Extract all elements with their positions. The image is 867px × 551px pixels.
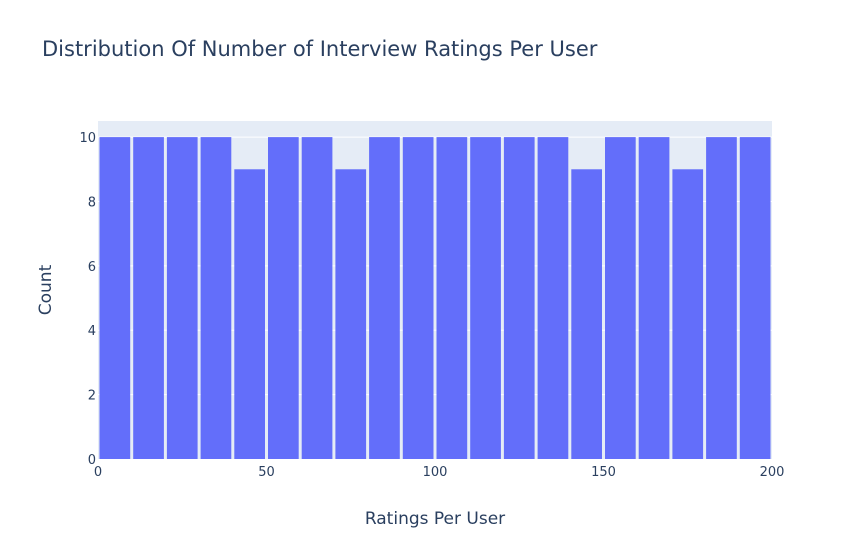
- chart-title: Distribution Of Number of Interview Rati…: [42, 37, 598, 61]
- x-tick-label: 0: [94, 465, 102, 480]
- histogram-bar[interactable]: [200, 137, 232, 459]
- x-tick-label: 200: [760, 465, 785, 480]
- x-tick-label: 150: [591, 465, 616, 480]
- histogram-bar[interactable]: [672, 169, 704, 460]
- histogram-bar[interactable]: [436, 137, 468, 459]
- y-axis-ticks: 0 2 4 6 8 10: [79, 131, 96, 468]
- x-tick-label: 50: [258, 465, 275, 480]
- histogram-bar[interactable]: [369, 137, 400, 459]
- y-tick-label: 4: [88, 324, 96, 339]
- histogram-bar[interactable]: [301, 137, 333, 459]
- histogram-bar[interactable]: [503, 137, 535, 459]
- histogram-bar[interactable]: [638, 137, 670, 459]
- histogram-bar[interactable]: [537, 137, 569, 459]
- histogram-bar[interactable]: [166, 137, 198, 459]
- histogram-bar[interactable]: [335, 169, 367, 460]
- x-tick-label: 100: [423, 465, 448, 480]
- histogram-bar[interactable]: [268, 137, 299, 459]
- histogram-bar[interactable]: [706, 137, 737, 459]
- histogram-bar[interactable]: [571, 169, 602, 460]
- histogram-bar[interactable]: [739, 137, 771, 459]
- histogram-bar[interactable]: [605, 137, 636, 459]
- x-axis-ticks: 0 50 100 150 200: [94, 465, 785, 480]
- y-tick-label: 6: [88, 260, 96, 275]
- x-axis-title: Ratings Per User: [365, 509, 505, 529]
- y-tick-label: 10: [79, 131, 96, 146]
- y-axis-title: Count: [36, 264, 56, 315]
- y-tick-label: 0: [88, 453, 96, 468]
- histogram-bar[interactable]: [402, 137, 434, 459]
- y-tick-label: 2: [88, 389, 96, 404]
- histogram-bar[interactable]: [99, 137, 131, 459]
- histogram-bar[interactable]: [133, 137, 164, 459]
- histogram-bar[interactable]: [234, 169, 265, 460]
- y-tick-label: 8: [88, 195, 96, 210]
- histogram-bar[interactable]: [470, 137, 501, 459]
- bars: [99, 137, 771, 460]
- plot-background: [98, 121, 772, 459]
